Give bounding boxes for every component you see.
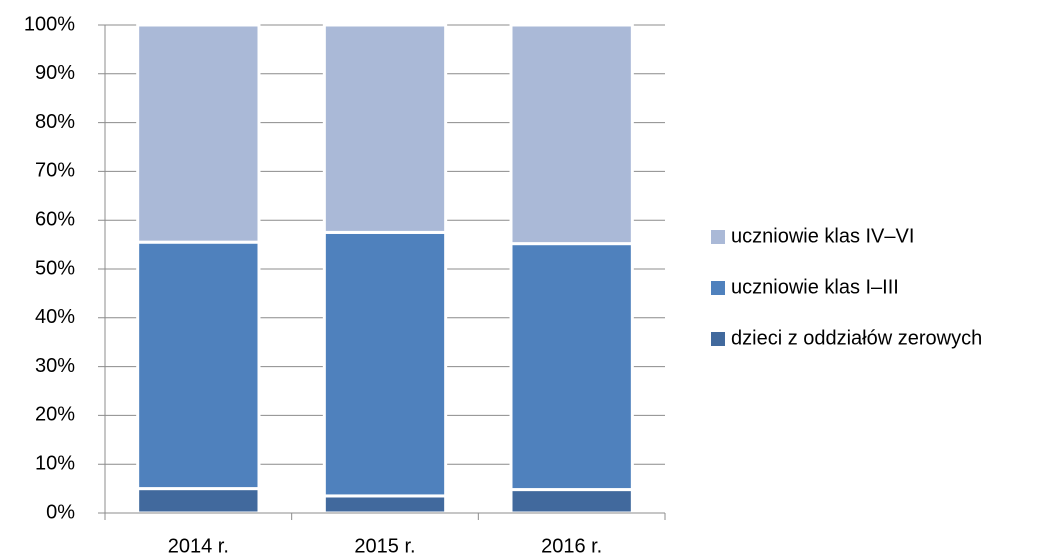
x-tick-label: 2014 r. [168,535,229,557]
legend-label: dzieci z oddziałów zerowych [731,327,982,349]
y-tick-label: 90% [35,62,75,84]
bar-segment [136,487,261,515]
y-tick-label: 10% [35,452,75,474]
y-tick-label: 20% [35,404,75,426]
legend-label: uczniowie klas I–III [731,276,899,298]
x-tick-label: 2015 r. [354,535,415,557]
bar-segment [136,23,261,244]
x-tick-label: 2016 r. [541,535,602,557]
bar-segment [136,240,261,491]
y-tick-label: 0% [46,501,75,523]
bar-segment [509,488,634,515]
y-tick-label: 100% [24,13,75,35]
bar-segment [509,242,634,492]
y-tick-label: 70% [35,160,75,182]
y-tick-label: 80% [35,111,75,133]
bar-segment [322,230,448,498]
legend-swatch [711,281,725,295]
legend-swatch [711,230,725,244]
bar-segment [322,23,448,234]
legend-swatch [711,332,725,346]
legend-label: uczniowie klas IV–VI [731,225,914,247]
bar-segment [509,23,634,246]
y-tick-label: 50% [35,257,75,279]
y-tick-label: 60% [35,208,75,230]
bar-segment [322,494,448,515]
y-tick-label: 30% [35,355,75,377]
y-tick-label: 40% [35,306,75,328]
